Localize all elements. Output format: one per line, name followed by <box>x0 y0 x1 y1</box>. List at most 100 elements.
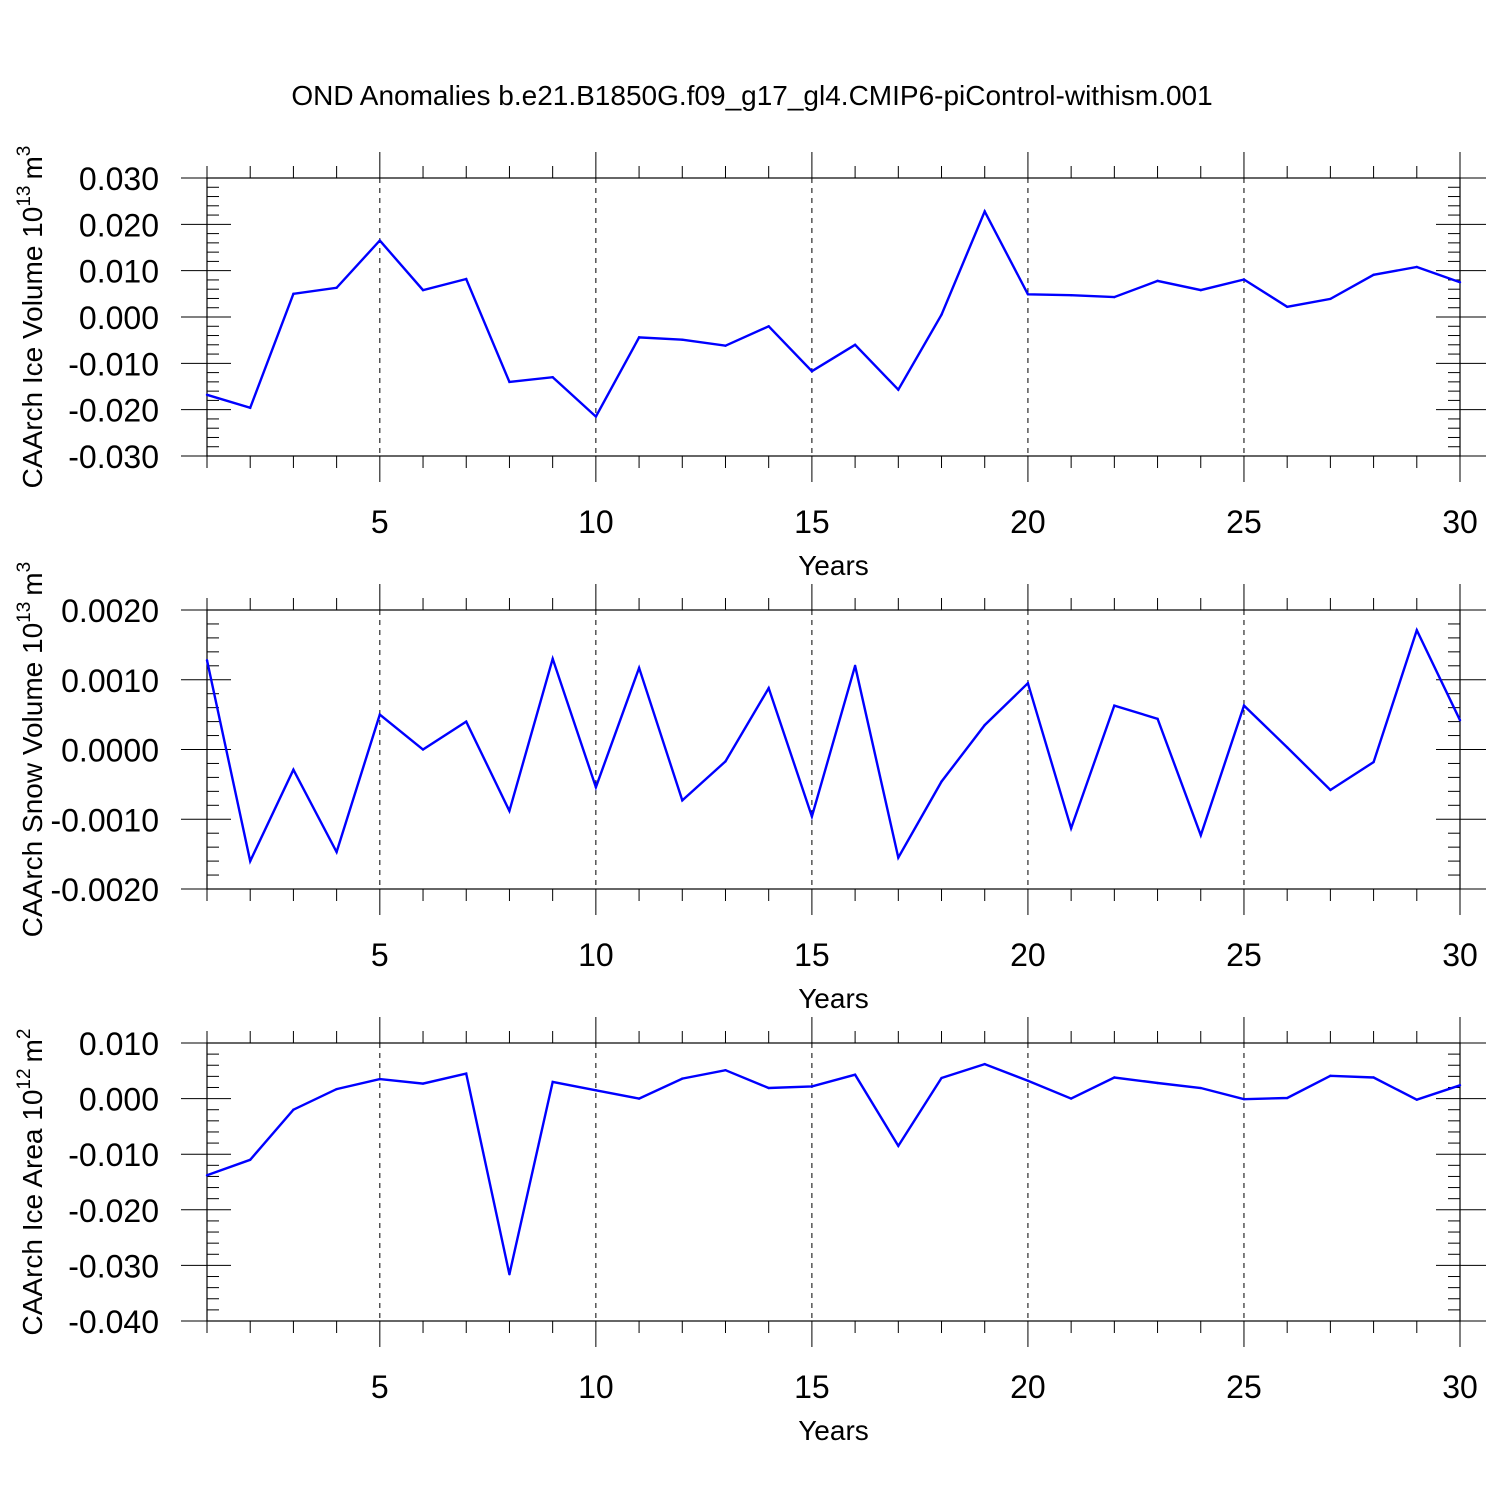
data-point <box>1199 834 1202 837</box>
data-point <box>637 666 641 670</box>
data-point <box>1242 278 1246 281</box>
x-tick-label: 30 <box>1442 937 1478 973</box>
y-tick-label: 0.0020 <box>61 593 159 629</box>
plot-frame <box>206 1042 1461 1322</box>
data-point <box>1329 1074 1332 1078</box>
x-tick-label: 15 <box>794 1369 830 1405</box>
data-point <box>335 286 338 290</box>
data-point <box>767 1086 770 1090</box>
data-point <box>637 336 641 339</box>
data-point <box>853 664 857 667</box>
data-point <box>335 1087 338 1091</box>
data-point <box>465 277 468 281</box>
chart-panel-2: -0.0020 -0.0010 0.0000 0.0010 0.0020 5 10 15 20 2… <box>14 562 1486 1014</box>
data-point <box>1372 1076 1375 1079</box>
data-point <box>551 1080 554 1084</box>
data-point <box>897 1144 900 1148</box>
data-point <box>897 856 900 859</box>
data-point <box>292 292 295 296</box>
data-point <box>249 859 252 863</box>
data-point <box>508 809 511 813</box>
y-axis-label-part: m <box>17 1039 48 1062</box>
data-point <box>1285 305 1289 309</box>
data-point <box>897 388 900 391</box>
data-point <box>292 1108 295 1111</box>
data-point <box>724 760 727 763</box>
data-point <box>205 393 209 397</box>
y-axis-label-part: 3 <box>14 146 35 157</box>
data-point <box>1156 279 1159 283</box>
data-point <box>205 1174 209 1177</box>
plot-frame <box>206 177 1461 457</box>
data-point <box>378 239 382 242</box>
data-point <box>1026 293 1030 296</box>
data-point <box>335 850 338 854</box>
data-point <box>810 1085 814 1088</box>
data-point <box>594 1089 598 1092</box>
x-tick-label: 15 <box>794 937 830 973</box>
data-point <box>940 1076 943 1080</box>
data-point <box>1372 273 1375 277</box>
data-point <box>594 415 598 418</box>
x-tick-label: 5 <box>371 937 389 973</box>
x-tick-label: 25 <box>1226 1369 1262 1405</box>
data-point <box>767 686 770 690</box>
data-point <box>421 748 425 751</box>
y-axis-label-part: CAArch Ice Area 10 <box>17 1090 48 1336</box>
y-tick-label: -0.0020 <box>50 872 159 908</box>
data-point <box>983 1062 986 1066</box>
data-point <box>249 1158 252 1161</box>
data-point <box>292 768 295 771</box>
data-point <box>1199 1086 1202 1090</box>
data-point <box>1415 1098 1418 1101</box>
y-axis-label-part: 2 <box>14 1029 35 1040</box>
y-tick-label: -0.040 <box>68 1304 159 1340</box>
data-point <box>940 313 943 316</box>
y-tick-label: 0.010 <box>79 254 159 290</box>
x-tick-label: 20 <box>1010 504 1046 540</box>
y-tick-label: -0.010 <box>68 346 159 382</box>
data-point <box>465 720 468 723</box>
data-point <box>508 1273 511 1276</box>
x-tick-label: 15 <box>794 504 830 540</box>
data-point <box>1285 1096 1289 1100</box>
data-point <box>1372 760 1375 764</box>
x-tick-label: 5 <box>371 504 389 540</box>
series-line <box>205 626 1462 865</box>
data-point <box>1199 288 1202 292</box>
y-axis-label-part: CAArch Snow Volume 10 <box>17 623 48 937</box>
y-tick-label: 0.000 <box>79 300 159 336</box>
data-point <box>724 1069 727 1072</box>
y-axis-label: CAArch Ice Area 1012 m2 <box>14 1029 48 1336</box>
x-tick-label: 10 <box>578 504 614 540</box>
data-point <box>551 376 554 379</box>
x-tick-label: 25 <box>1226 937 1262 973</box>
data-point <box>1415 629 1418 632</box>
y-axis-label: CAArch Ice Volume 1013 m3 <box>14 146 48 489</box>
data-point <box>1026 682 1030 685</box>
y-tick-label: -0.0010 <box>50 802 159 838</box>
data-point <box>681 799 684 802</box>
y-axis-label-part: 13 <box>14 602 35 623</box>
data-point <box>465 1072 468 1075</box>
data-point <box>983 210 986 213</box>
y-tick-label: 0.000 <box>79 1082 159 1118</box>
y-tick-label: 0.020 <box>79 207 159 243</box>
data-point <box>508 380 511 384</box>
data-point <box>1458 1084 1462 1087</box>
data-point <box>1242 1097 1246 1101</box>
data-point <box>940 780 943 783</box>
data-point <box>421 1082 425 1085</box>
data-point <box>249 406 252 410</box>
y-tick-label: -0.020 <box>68 393 159 429</box>
data-point <box>421 288 425 292</box>
data-point <box>853 1073 857 1076</box>
data-point <box>637 1097 641 1100</box>
data-point <box>1113 295 1116 299</box>
y-axis-label-part: m <box>17 572 48 595</box>
y-tick-label: 0.0010 <box>61 663 159 699</box>
data-point <box>1458 719 1462 722</box>
x-axis-label: Years <box>798 983 869 1014</box>
data-point <box>1329 788 1332 792</box>
